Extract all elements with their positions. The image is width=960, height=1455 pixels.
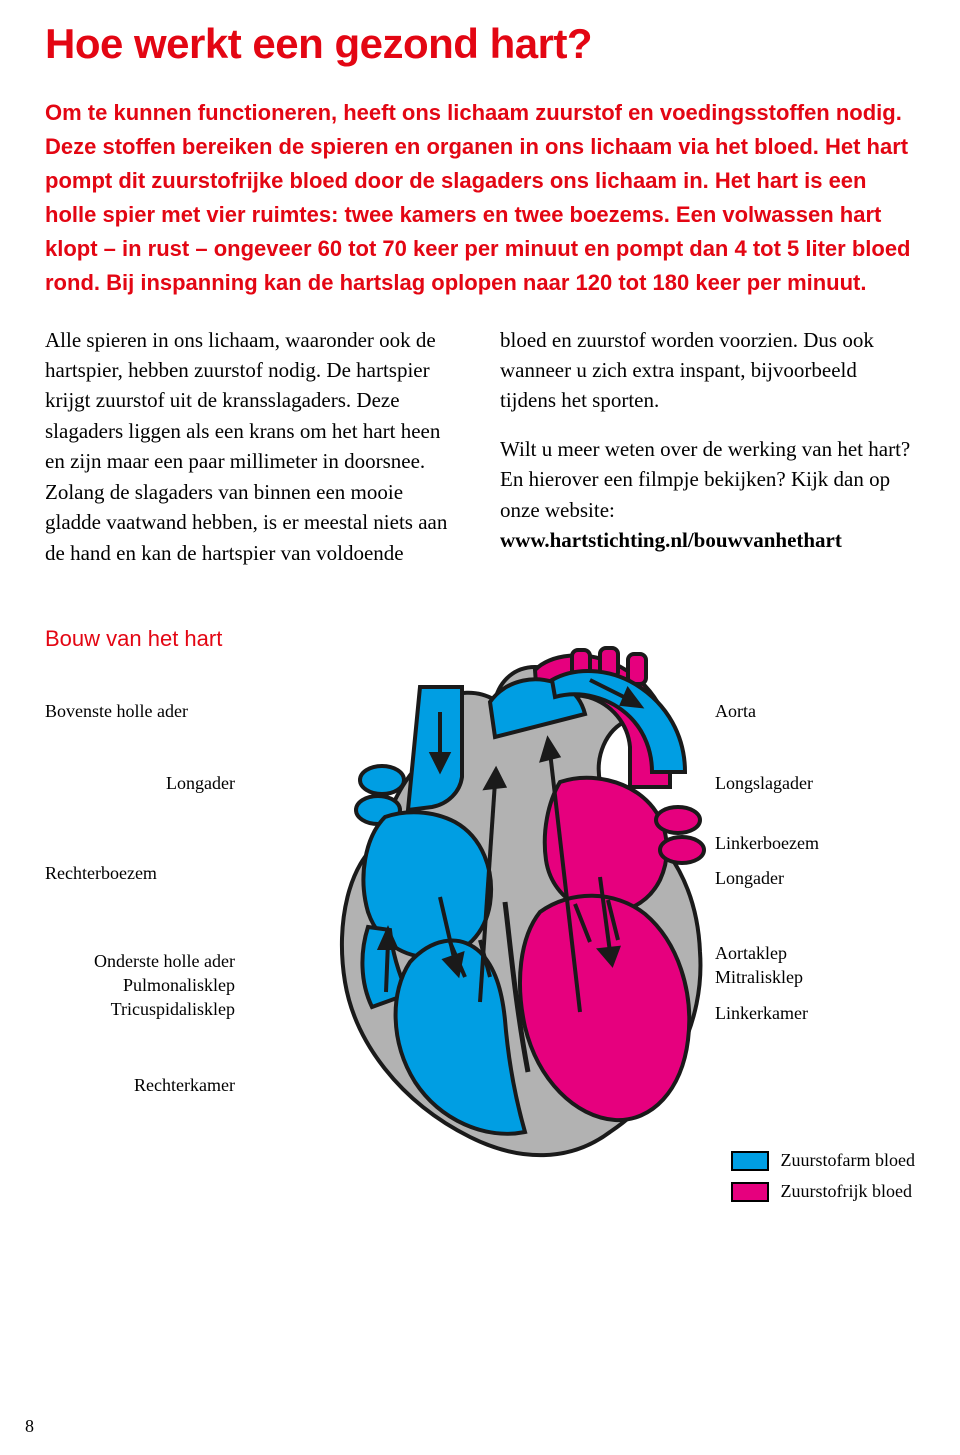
- label-onderste-holle-ader: Onderste holle ader: [15, 950, 235, 973]
- legend-zuurstofrijk: Zuurstofrijk bloed: [731, 1181, 915, 1202]
- page-number: 8: [25, 1416, 34, 1437]
- col-right-p1: bloed en zuurstof worden voorzien. Dus o…: [500, 325, 915, 416]
- col-right-p2: Wilt u meer weten over de werking van he…: [500, 434, 915, 556]
- website-link: www.hartstichting.nl/bouwvanhethart: [500, 528, 842, 552]
- col-right-p2-text: Wilt u meer weten over de werking van he…: [500, 437, 910, 522]
- label-pulmonalisklep: Pulmonalisklep: [15, 974, 235, 997]
- label-tricuspidalisklep: Tricuspidalisklep: [15, 998, 235, 1021]
- col-left-p1: Alle spieren in ons lichaam, waaronder o…: [45, 325, 460, 569]
- heart-illustration: [290, 642, 740, 1182]
- legend-zuurstofrijk-label: Zuurstofrijk bloed: [781, 1181, 912, 1202]
- intro-paragraph: Om te kunnen functioneren, heeft ons lic…: [45, 96, 915, 301]
- legend-zuurstofarm-label: Zuurstofarm bloed: [781, 1150, 915, 1171]
- label-bovenste-holle-ader: Bovenste holle ader: [45, 700, 188, 723]
- column-left: Alle spieren in ons lichaam, waaronder o…: [45, 325, 460, 587]
- label-rechterkamer: Rechterkamer: [15, 1074, 235, 1097]
- column-right: bloed en zuurstof worden voorzien. Dus o…: [500, 325, 915, 587]
- diagram-legend: Zuurstofarm bloed Zuurstofrijk bloed: [731, 1150, 915, 1212]
- swatch-magenta: [731, 1182, 769, 1202]
- label-longader-left: Longader: [15, 772, 235, 795]
- legend-zuurstofarm: Zuurstofarm bloed: [731, 1150, 915, 1171]
- label-rechterboezem: Rechterboezem: [45, 862, 157, 885]
- heart-diagram: Bovenste holle ader Longader Rechterboez…: [45, 682, 915, 1212]
- body-columns: Alle spieren in ons lichaam, waaronder o…: [45, 325, 915, 587]
- page-title: Hoe werkt een gezond hart?: [45, 20, 915, 68]
